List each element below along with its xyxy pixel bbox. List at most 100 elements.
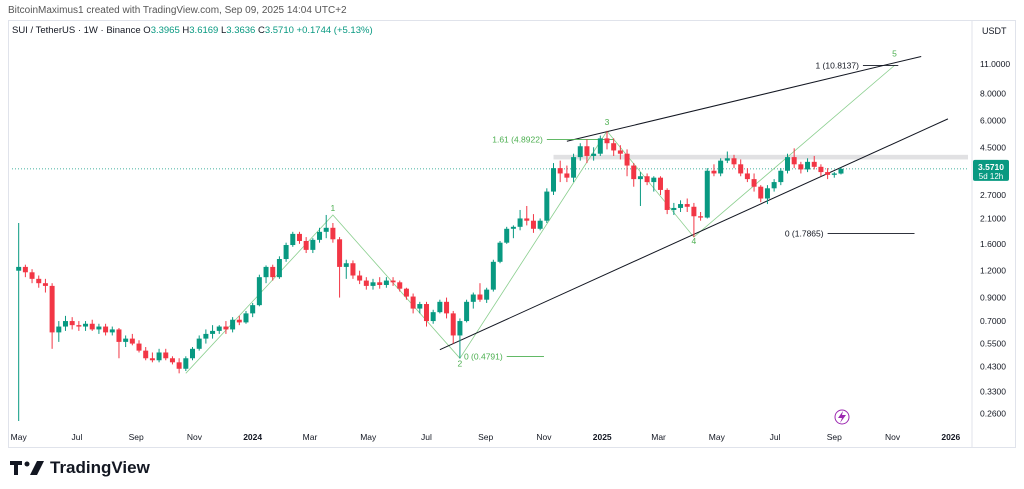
candle-body [524, 218, 530, 221]
price-tick: 2.7000 [980, 190, 1006, 200]
candle-body [16, 266, 22, 271]
candle-body [671, 207, 677, 210]
candle-body [176, 362, 182, 369]
close-label: C [257, 25, 265, 36]
candle-body [684, 204, 690, 207]
candle-body [744, 173, 750, 180]
candle-body [504, 228, 510, 243]
candle-body [263, 266, 269, 278]
candle-body [651, 177, 657, 183]
candle-body [537, 220, 543, 229]
candle-body [571, 157, 577, 178]
candle-body [22, 266, 28, 273]
time-tick: Jul [770, 432, 781, 442]
candle-body [357, 275, 363, 281]
lightning-icon [834, 409, 850, 425]
bar-countdown: 5d 12h [979, 172, 1003, 181]
candle-body [169, 358, 175, 363]
candle-body [490, 261, 496, 290]
candle-body [778, 170, 784, 183]
candle-body [551, 168, 557, 192]
candle-body [62, 321, 68, 327]
candle-body [96, 326, 102, 330]
fib-label-3: 0 (1.7865) [785, 229, 824, 239]
candle-body [310, 239, 316, 250]
trend-line-2 [566, 55, 922, 142]
candle-body [29, 272, 35, 279]
time-tick: May [709, 432, 726, 442]
candle-body [631, 165, 637, 180]
brand-name: TradingView [50, 458, 150, 477]
lightning-bolt [838, 411, 846, 423]
candle-body [457, 321, 463, 336]
candle-body [36, 278, 42, 284]
price-tick: 1.2000 [980, 266, 1006, 276]
candle-body [303, 240, 309, 250]
candle-body [818, 166, 824, 173]
candle-body [464, 301, 470, 322]
candle-body [430, 312, 436, 322]
candle-body [350, 263, 356, 276]
candle-body [116, 329, 122, 342]
candle-body [477, 294, 483, 300]
high-value: 3.6169 [189, 25, 219, 36]
current-price-value: 3.5710 [978, 162, 1004, 172]
candle-body [203, 333, 209, 339]
change-value: +0.1744 (+5.13%) [296, 25, 373, 36]
currency-label[interactable]: USDT [982, 26, 1007, 36]
price-tick: 6.0000 [980, 115, 1006, 125]
price-tick: 1.6000 [980, 239, 1006, 249]
price-tick: 4.5000 [980, 142, 1006, 152]
candle-body [664, 189, 670, 210]
candle-body [256, 277, 262, 306]
candle-body [317, 231, 323, 240]
candle-body [129, 338, 135, 344]
candle-body [510, 226, 516, 229]
candle-body [597, 138, 603, 154]
candle-body [731, 158, 737, 165]
candle-body [798, 164, 804, 170]
time-tick: Nov [187, 432, 203, 442]
candle-body [584, 146, 590, 156]
candle-body [530, 220, 536, 229]
candle-body [698, 216, 704, 218]
candle-body [811, 161, 817, 167]
current-price-tag [973, 159, 1009, 181]
candle-body [190, 348, 196, 359]
candle-body [343, 263, 349, 267]
candle-body [42, 283, 48, 286]
chart-credit: BitcoinMaximus1 created with TradingView… [8, 5, 347, 16]
candle-body [230, 319, 236, 330]
candle-body [383, 280, 389, 285]
candle-body [764, 188, 770, 199]
candle-body [704, 170, 710, 218]
time-tick: May [11, 432, 28, 442]
candle-body [724, 158, 730, 161]
price-tick: 0.3300 [980, 386, 1006, 396]
candle-body [337, 239, 343, 267]
candle-body [564, 173, 570, 178]
candle-body [136, 343, 142, 351]
high-label: H [182, 25, 190, 36]
time-tick: Nov [885, 432, 901, 442]
candle-body [283, 245, 289, 260]
candle-body [604, 138, 610, 144]
time-tick: May [360, 432, 377, 442]
candle-body [323, 227, 329, 232]
candle-body [69, 321, 75, 326]
candle-body [290, 233, 296, 246]
candle-body [437, 301, 443, 313]
tradingview-logo[interactable]: TradingView [10, 458, 150, 478]
low-label: L [220, 25, 227, 36]
low-value: 3.3636 [226, 25, 256, 36]
candle-body [771, 182, 777, 189]
candle-body [784, 157, 790, 171]
open-value: 3.3965 [150, 25, 180, 36]
time-tick: Sep [129, 432, 144, 442]
candle-body [103, 326, 109, 333]
symbol-name[interactable]: SUI / TetherUS · 1W · Binance [12, 25, 141, 36]
fib-label-1: 1 (10.8137) [815, 60, 859, 70]
candle-body [691, 206, 697, 217]
candle-body [363, 280, 369, 286]
